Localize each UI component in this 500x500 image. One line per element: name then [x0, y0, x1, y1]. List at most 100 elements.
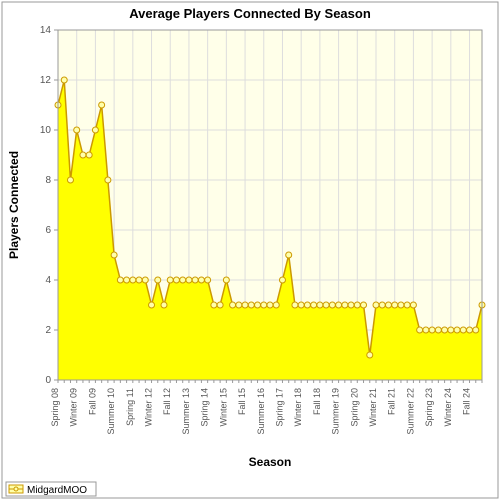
data-marker: [149, 302, 155, 308]
x-tick-label: Summer 13: [181, 388, 191, 435]
data-marker: [198, 277, 204, 283]
data-marker: [448, 327, 454, 333]
data-marker: [348, 302, 354, 308]
data-marker: [367, 352, 373, 358]
x-tick-label: Fall 12: [162, 388, 172, 415]
data-marker: [124, 277, 130, 283]
data-marker: [61, 77, 67, 83]
data-marker: [429, 327, 435, 333]
data-marker: [473, 327, 479, 333]
data-marker: [105, 177, 111, 183]
data-marker: [217, 302, 223, 308]
data-marker: [173, 277, 179, 283]
data-marker: [236, 302, 242, 308]
data-marker: [161, 302, 167, 308]
area-chart: Average Players Connected By Season02468…: [0, 0, 500, 500]
data-marker: [167, 277, 173, 283]
data-marker: [398, 302, 404, 308]
data-marker: [435, 327, 441, 333]
data-marker: [354, 302, 360, 308]
data-marker: [467, 327, 473, 333]
x-tick-label: Spring 11: [125, 388, 135, 426]
data-marker: [442, 327, 448, 333]
data-marker: [460, 327, 466, 333]
data-marker: [379, 302, 385, 308]
data-marker: [286, 252, 292, 258]
x-tick-label: Fall 24: [462, 388, 472, 415]
x-tick-label: Spring 08: [50, 388, 60, 427]
x-tick-label: Fall 18: [312, 388, 322, 415]
data-marker: [279, 277, 285, 283]
data-marker: [111, 252, 117, 258]
data-marker: [192, 277, 198, 283]
data-marker: [304, 302, 310, 308]
data-marker: [117, 277, 123, 283]
data-marker: [80, 152, 86, 158]
data-marker: [392, 302, 398, 308]
data-marker: [205, 277, 211, 283]
data-marker: [298, 302, 304, 308]
data-marker: [454, 327, 460, 333]
data-marker: [361, 302, 367, 308]
y-tick-label: 6: [45, 225, 51, 236]
y-tick-label: 2: [45, 325, 51, 336]
data-marker: [423, 327, 429, 333]
data-marker: [230, 302, 236, 308]
data-marker: [186, 277, 192, 283]
data-marker: [267, 302, 273, 308]
data-marker: [92, 127, 98, 133]
x-tick-label: Winter 12: [144, 388, 154, 427]
data-marker: [273, 302, 279, 308]
data-marker: [329, 302, 335, 308]
x-tick-label: Winter 18: [293, 388, 303, 427]
data-marker: [342, 302, 348, 308]
data-marker: [385, 302, 391, 308]
data-marker: [86, 152, 92, 158]
y-tick-label: 14: [40, 25, 52, 36]
y-tick-label: 10: [40, 125, 52, 136]
data-marker: [311, 302, 317, 308]
x-tick-label: Spring 20: [349, 388, 359, 427]
data-marker: [155, 277, 161, 283]
data-marker: [136, 277, 142, 283]
y-tick-label: 0: [45, 375, 51, 386]
x-axis-label: Season: [249, 455, 292, 469]
data-marker: [317, 302, 323, 308]
data-marker: [404, 302, 410, 308]
data-marker: [223, 277, 229, 283]
data-marker: [292, 302, 298, 308]
data-marker: [67, 177, 73, 183]
data-marker: [255, 302, 261, 308]
x-tick-label: Spring 23: [424, 388, 434, 427]
x-tick-label: Summer 22: [405, 388, 415, 435]
y-tick-label: 8: [45, 175, 51, 186]
x-tick-label: Fall 21: [387, 388, 397, 415]
x-tick-label: Winter 24: [443, 388, 453, 427]
data-marker: [74, 127, 80, 133]
y-axis-label: Players Connected: [7, 151, 21, 259]
x-tick-label: Winter 21: [368, 388, 378, 427]
data-marker: [336, 302, 342, 308]
data-marker: [242, 302, 248, 308]
data-marker: [373, 302, 379, 308]
chart-container: Average Players Connected By Season02468…: [0, 0, 500, 500]
data-marker: [142, 277, 148, 283]
x-tick-label: Spring 17: [274, 388, 284, 427]
data-marker: [323, 302, 329, 308]
legend-label: MidgardMOO: [27, 485, 87, 496]
data-marker: [130, 277, 136, 283]
x-tick-label: Fall 15: [237, 388, 247, 415]
x-tick-label: Winter 15: [218, 388, 228, 427]
y-tick-label: 12: [40, 75, 52, 86]
x-tick-label: Summer 19: [331, 388, 341, 435]
data-marker: [417, 327, 423, 333]
x-tick-label: Fall 09: [87, 388, 97, 415]
x-tick-label: Summer 10: [106, 388, 116, 435]
x-tick-label: Winter 09: [69, 388, 79, 427]
data-marker: [211, 302, 217, 308]
data-marker: [180, 277, 186, 283]
data-marker: [261, 302, 267, 308]
chart-title: Average Players Connected By Season: [129, 6, 371, 21]
x-tick-label: Summer 16: [256, 388, 266, 435]
data-marker: [410, 302, 416, 308]
